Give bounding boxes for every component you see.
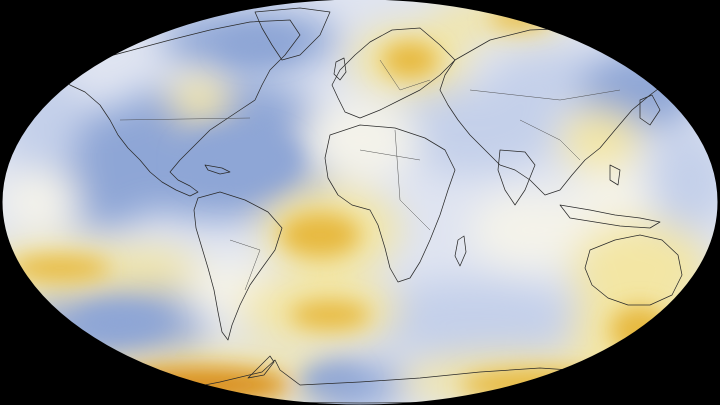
australia-outline bbox=[584, 234, 683, 306]
anomaly-patch-neutral bbox=[570, 160, 650, 240]
anomaly-patch-neutral bbox=[2, 170, 80, 230]
madagascar-outline bbox=[454, 235, 467, 267]
anomaly-patch-cold bbox=[75, 304, 165, 340]
japan-outline bbox=[639, 94, 661, 126]
anomaly-patch-warm bbox=[560, 110, 640, 170]
anomaly-patch-cool bbox=[350, 280, 590, 360]
anomaly-patch-cool bbox=[380, 85, 560, 175]
north-america-outline bbox=[59, 19, 301, 197]
anomaly-patch-hot bbox=[382, 42, 438, 78]
india-outline bbox=[497, 149, 536, 206]
indonesia-outline bbox=[559, 204, 661, 229]
anomaly-patch-hot bbox=[280, 213, 360, 257]
anomaly-patch-cold bbox=[180, 130, 300, 190]
country-borders bbox=[119, 59, 621, 291]
africa-outline bbox=[324, 124, 456, 283]
greenland-outline bbox=[254, 7, 331, 61]
anomaly-patch-warm bbox=[170, 78, 230, 122]
anomaly-patch-cold bbox=[220, 29, 300, 61]
anomaly-patch-neutral bbox=[300, 100, 420, 180]
south-america-outline bbox=[193, 191, 283, 341]
antarctic-peninsula-outline bbox=[247, 355, 275, 379]
anomaly-patch-neutral bbox=[470, 190, 590, 270]
anomaly-patch-hot bbox=[10, 256, 110, 280]
anomaly-patch-hot bbox=[290, 301, 370, 329]
caribbean-islands-outline bbox=[204, 164, 231, 175]
anomaly-patch-warm bbox=[80, 248, 200, 292]
philippines-outline bbox=[609, 164, 621, 186]
british-isles-outline bbox=[333, 57, 347, 81]
anomaly-patch-cold bbox=[300, 366, 360, 394]
europe-outline bbox=[331, 27, 456, 119]
